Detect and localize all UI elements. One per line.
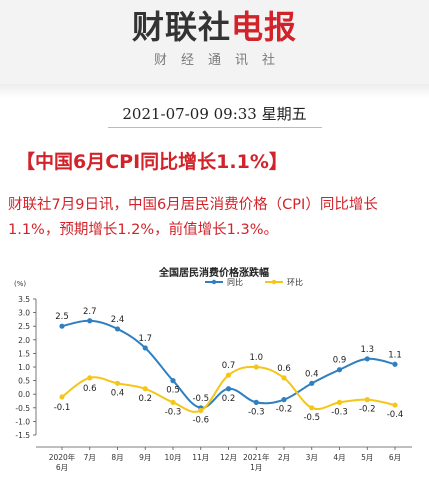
data-point — [336, 367, 343, 373]
data-label: 0.2 — [138, 394, 152, 404]
card-top-shadow — [0, 84, 429, 98]
x-tick-label: 8月 — [111, 453, 123, 462]
data-label: 2.7 — [83, 307, 97, 317]
y-tick-label: 2.0 — [18, 336, 30, 345]
data-point — [142, 386, 148, 392]
data-point — [87, 375, 93, 381]
y-tick-label: 0.5 — [18, 377, 30, 386]
brand-name-part2: 电报 — [231, 8, 298, 46]
data-point — [59, 394, 65, 400]
data-label: -0.6 — [192, 416, 209, 426]
data-point — [392, 402, 398, 408]
data-label: -0.2 — [276, 405, 293, 415]
data-label: 1.3 — [360, 345, 374, 355]
x-tick-label: 12月 — [220, 453, 237, 462]
y-tick-label: 1.0 — [18, 363, 30, 372]
data-label: 0.6 — [277, 364, 291, 374]
data-point — [281, 375, 287, 381]
data-label: -0.2 — [359, 405, 376, 415]
y-tick-label: 0.0 — [18, 390, 30, 399]
data-label: 0.4 — [305, 369, 319, 379]
data-label: 0.4 — [111, 388, 125, 398]
data-label: -0.3 — [331, 407, 348, 417]
article-headline: 【中国6月CPI同比增长1.1%】 — [16, 151, 288, 173]
data-point — [142, 345, 148, 351]
legend-label: 环比 — [287, 277, 303, 287]
data-point — [170, 399, 176, 405]
y-tick-label: -1.5 — [15, 431, 30, 440]
brand-name-part1: 财联社 — [131, 8, 231, 46]
data-point — [253, 364, 259, 370]
data-label: -0.3 — [165, 407, 182, 417]
data-label: 0.5 — [166, 386, 180, 396]
y-tick-label: -0.5 — [15, 404, 30, 413]
chart-title: 全国居民消费价格涨跌幅 — [158, 266, 269, 279]
data-label: -0.3 — [248, 407, 265, 417]
data-point — [87, 318, 93, 324]
x-tick-label: 10月 — [164, 453, 181, 462]
data-point — [225, 386, 232, 392]
cpi-line-chart: 全国居民消费价格涨跌幅 (%) 同比 环比 3.5 3.0 2.5 2.0 1.5 1.0 0.5 0… — [14, 266, 412, 472]
data-point — [364, 397, 370, 403]
article-body: 财联社7月9日讯，中国6月居民消费价格（CPI）同比增长1.1%，预期增长1.2… — [8, 197, 378, 238]
data-point — [309, 405, 315, 411]
data-label: 2.5 — [55, 312, 69, 322]
data-point — [59, 323, 65, 329]
datetime-divider — [108, 127, 322, 128]
y-axis-unit: (%) — [14, 280, 26, 288]
data-point — [309, 380, 315, 386]
y-tick-label: -1.0 — [15, 417, 30, 426]
x-tick-label: 6月 — [389, 453, 401, 462]
data-point — [170, 378, 176, 384]
x-tick-label: 2021年 — [243, 452, 270, 462]
header-banner: 财联社电报 财经通讯社 — [0, 0, 429, 84]
legend-label: 同比 — [227, 277, 243, 287]
x-tick-label: 9月 — [139, 453, 151, 462]
data-point — [114, 380, 121, 386]
data-point — [253, 399, 259, 405]
x-tick-label: 3月 — [306, 453, 318, 462]
article-datetime: 2021-07-09 09:33 星期五 — [122, 105, 307, 123]
y-tick-label: 3.5 — [18, 295, 30, 304]
data-point — [364, 356, 370, 362]
x-tick-label: 5月 — [361, 453, 373, 462]
x-tick-label: 2月 — [278, 453, 290, 462]
data-label: 1.0 — [249, 353, 263, 363]
legend-swatch-dot — [211, 279, 217, 285]
data-label: 2.4 — [111, 315, 125, 325]
legend-swatch-dot — [271, 279, 277, 285]
data-point — [336, 399, 343, 405]
data-label: -0.5 — [192, 394, 209, 404]
x-tick-label: 1月 — [250, 463, 262, 472]
data-point — [114, 326, 121, 332]
y-tick-label: 3.0 — [18, 309, 30, 318]
x-tick-label: 2020年 — [49, 452, 76, 462]
data-point — [225, 372, 232, 378]
y-tick-label: 2.5 — [18, 322, 30, 331]
data-point — [198, 407, 204, 414]
y-tick-label: 1.5 — [18, 349, 30, 358]
x-tick-label: 11月 — [192, 453, 209, 462]
brand-tagline: 财经通讯社 — [153, 53, 289, 68]
data-label: 0.9 — [333, 356, 347, 366]
x-tick-label: 6月 — [56, 463, 68, 472]
brand-logo: 财联社电报 — [0, 2, 429, 48]
data-label: 1.1 — [388, 350, 402, 360]
data-label: 0.6 — [83, 384, 97, 394]
data-label: 0.2 — [222, 394, 236, 404]
data-point — [392, 361, 398, 367]
data-label: 0.7 — [222, 361, 236, 371]
data-point — [281, 397, 287, 403]
data-label: -0.1 — [54, 403, 71, 413]
x-tick-label: 4月 — [333, 453, 345, 462]
x-tick-label: 7月 — [84, 453, 96, 462]
data-label: -0.4 — [387, 410, 404, 420]
data-label: -0.5 — [303, 413, 320, 423]
data-label: 1.7 — [138, 334, 152, 344]
